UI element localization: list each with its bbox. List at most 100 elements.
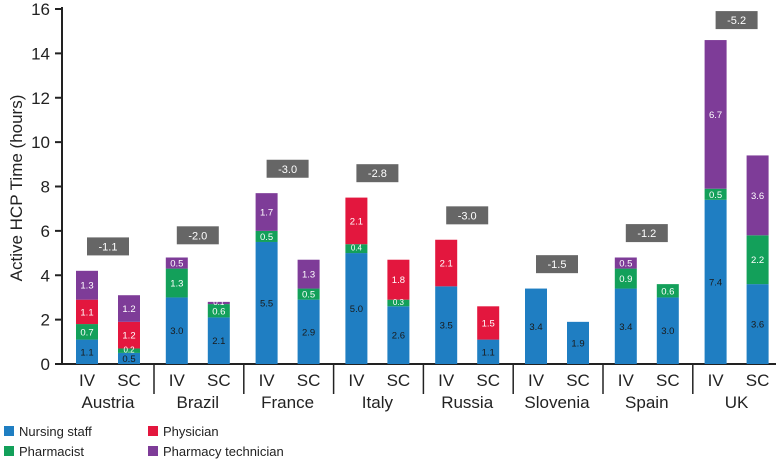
data-label: 1.3 xyxy=(80,281,93,292)
data-label: 2.1 xyxy=(350,216,363,227)
bar-segment-austria-iv-pharmacy-technician xyxy=(76,270,98,300)
bar-segment-france-iv-pharmacist xyxy=(255,230,278,242)
difference-label-france: -3.0 xyxy=(278,164,297,176)
x-tick-label-iv: IV xyxy=(259,371,276,390)
data-label: 1.9 xyxy=(571,338,584,349)
category-label-brazil: Brazil xyxy=(177,393,220,412)
data-label: 2.9 xyxy=(302,327,315,338)
data-label: 0.5 xyxy=(122,354,135,365)
data-label: 3.6 xyxy=(751,191,764,202)
bar-segment-russia-iv-nursing-staff xyxy=(435,286,458,364)
data-label: 0.5 xyxy=(170,259,183,270)
data-label: 5.5 xyxy=(260,298,273,309)
data-label: 0.9 xyxy=(619,274,632,285)
bar-segment-italy-sc-pharmacist xyxy=(387,299,410,307)
data-label: 0.5 xyxy=(619,259,632,270)
bar-segment-uk-iv-nursing-staff xyxy=(704,199,727,364)
data-label: 0.5 xyxy=(260,232,273,243)
category-label-uk: UK xyxy=(725,393,749,412)
bar-segment-russia-sc-physician xyxy=(477,306,500,340)
data-label: 1.1 xyxy=(80,307,93,318)
category-label-slovenia: Slovenia xyxy=(524,393,590,412)
x-tick-label-sc: SC xyxy=(656,371,680,390)
difference-box-austria xyxy=(87,237,129,256)
difference-label-brazil: -2.0 xyxy=(188,230,207,242)
bar-segment-spain-iv-pharmacy-technician xyxy=(614,257,637,269)
difference-box-russia xyxy=(446,206,489,225)
bar-segment-brazil-iv-nursing-staff xyxy=(165,297,188,364)
x-tick-label-iv: IV xyxy=(79,371,96,390)
data-label: 6.7 xyxy=(709,110,722,121)
legend-label-pharmacist: Pharmacist xyxy=(19,444,84,459)
bar-segment-brazil-iv-pharmacist xyxy=(165,268,188,298)
bar-segment-russia-iv-physician xyxy=(435,239,458,287)
data-label: 0.4 xyxy=(351,244,363,253)
legend-swatch-nursing-staff xyxy=(4,426,14,436)
difference-label-russia: -3.0 xyxy=(458,210,477,222)
chart-bars xyxy=(76,40,769,364)
bar-segment-austria-iv-nursing-staff xyxy=(76,339,98,364)
y-tick-label: 4 xyxy=(41,266,50,285)
category-label-russia: Russia xyxy=(441,393,494,412)
y-tick-label: 6 xyxy=(41,222,50,241)
difference-box-spain xyxy=(625,224,668,243)
bar-segment-italy-iv-physician xyxy=(345,197,368,245)
bar-segment-austria-sc-pharmacist xyxy=(118,348,140,353)
category-label-italy: Italy xyxy=(362,393,394,412)
bar-segment-spain-sc-pharmacist xyxy=(656,284,679,298)
data-label: 3.6 xyxy=(751,320,764,331)
bar-segment-italy-sc-nursing-staff xyxy=(387,306,410,364)
bar-segment-italy-iv-nursing-staff xyxy=(345,253,368,364)
bar-segment-italy-sc-physician xyxy=(387,259,410,300)
bar-segment-uk-iv-pharmacy-technician xyxy=(704,40,727,189)
y-tick-label: 2 xyxy=(41,311,50,330)
difference-box-slovenia xyxy=(536,255,578,274)
bar-segment-austria-sc-pharmacy-technician xyxy=(118,295,140,322)
legend-label-nursing-staff: Nursing staff xyxy=(19,424,92,439)
x-tick-label-iv: IV xyxy=(708,371,725,390)
data-label: 3.4 xyxy=(529,322,542,333)
bar-segment-brazil-sc-pharmacist xyxy=(207,304,230,318)
y-axis-label: Active HCP Time (hours) xyxy=(7,95,26,282)
data-label: 2.2 xyxy=(751,255,764,266)
bar-segment-france-iv-pharmacy-technician xyxy=(255,193,278,231)
data-label: 0.6 xyxy=(212,306,225,317)
x-tick-label-iv: IV xyxy=(169,371,186,390)
bar-segment-austria-iv-physician xyxy=(76,299,98,325)
bar-segment-spain-sc-nursing-staff xyxy=(656,297,679,364)
data-label: 0.7 xyxy=(80,327,93,338)
difference-label-slovenia: -1.5 xyxy=(548,259,567,271)
data-label: 3.0 xyxy=(170,326,183,337)
bar-segment-brazil-sc-pharmacy-technician xyxy=(207,301,230,305)
bar-segment-uk-sc-pharmacy-technician xyxy=(746,155,769,236)
data-label: 1.5 xyxy=(482,318,495,329)
data-label: 0.6 xyxy=(661,286,674,297)
bar-segment-italy-iv-pharmacist xyxy=(345,244,368,254)
y-tick-label: 10 xyxy=(31,133,50,152)
bar-segment-uk-iv-pharmacist xyxy=(704,188,727,200)
x-tick-label-sc: SC xyxy=(566,371,590,390)
bar-segment-spain-iv-nursing-staff xyxy=(614,288,637,364)
x-tick-label-iv: IV xyxy=(618,371,635,390)
data-label: 2.6 xyxy=(392,331,405,342)
category-label-spain: Spain xyxy=(625,393,668,412)
category-label-france: France xyxy=(261,393,314,412)
data-label: 0.2 xyxy=(123,346,135,355)
difference-box-france xyxy=(266,159,309,178)
legend-label-physician: Physician xyxy=(163,424,219,439)
bar-segment-uk-sc-nursing-staff xyxy=(746,284,769,364)
x-tick-label-sc: SC xyxy=(117,371,141,390)
difference-label-uk: -5.2 xyxy=(727,15,746,27)
y-tick-label: 12 xyxy=(31,89,50,108)
data-label: 2.1 xyxy=(212,336,225,347)
legend-swatch-pharmacist xyxy=(4,446,14,456)
data-label: 0.1 xyxy=(213,298,225,307)
bar-segment-brazil-iv-pharmacy-technician xyxy=(165,257,188,269)
data-label: 1.2 xyxy=(122,304,135,315)
bar-segment-france-sc-pharmacy-technician xyxy=(297,259,320,289)
bar-segment-spain-iv-pharmacist xyxy=(614,268,637,289)
difference-label-austria: -1.1 xyxy=(99,241,118,253)
data-label: 5.0 xyxy=(350,304,363,315)
y-tick-label: 0 xyxy=(41,355,50,374)
